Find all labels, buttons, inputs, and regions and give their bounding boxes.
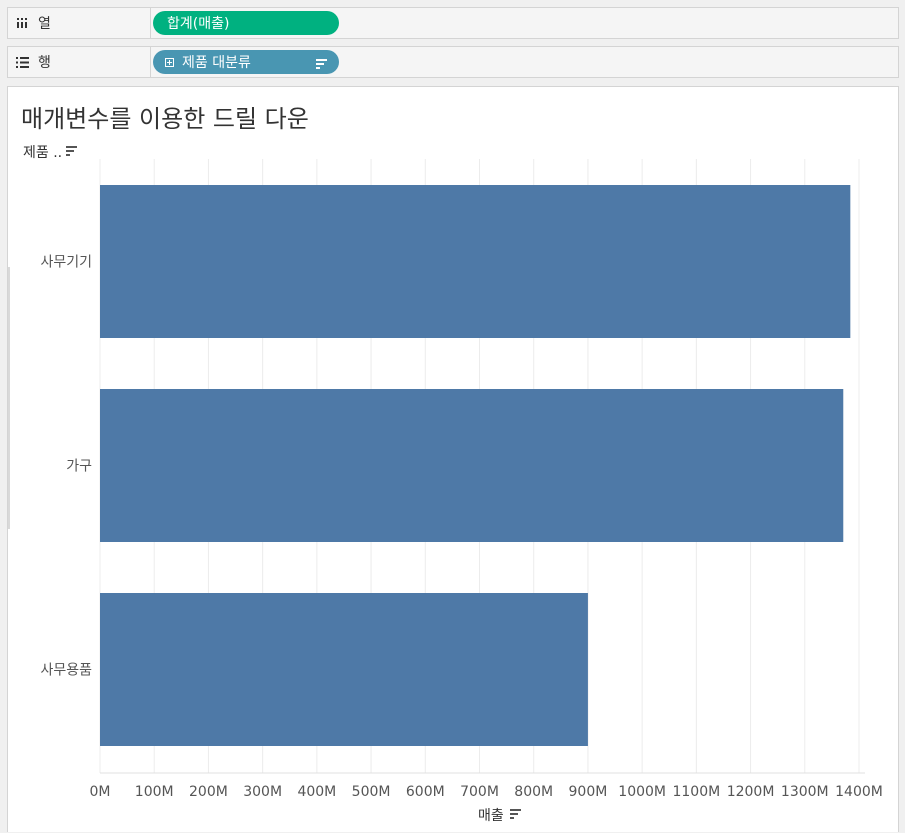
sort-descending-icon[interactable] bbox=[316, 57, 327, 73]
left-edge-divider bbox=[8, 267, 10, 529]
x-tick-label: 400M bbox=[297, 784, 336, 800]
bar-사무용품[interactable] bbox=[100, 593, 588, 746]
x-tick-label: 1200M bbox=[727, 784, 775, 800]
columns-label-text: 열 bbox=[38, 16, 51, 32]
category-label: 가구 bbox=[66, 459, 92, 475]
x-tick-label: 100M bbox=[135, 784, 174, 800]
columns-icon bbox=[16, 17, 30, 29]
columns-shelf[interactable]: 열 합계(매출) bbox=[7, 7, 899, 39]
x-tick-label: 0M bbox=[90, 784, 111, 800]
x-tick-label: 300M bbox=[243, 784, 282, 800]
x-tick-label: 1100M bbox=[672, 784, 720, 800]
x-axis-title[interactable]: 매출 bbox=[478, 805, 521, 825]
x-tick-label: 200M bbox=[189, 784, 228, 800]
x-tick-label: 1000M bbox=[618, 784, 666, 800]
row-header[interactable]: 제품 .. bbox=[23, 142, 78, 162]
bar-사무기기[interactable] bbox=[100, 185, 851, 338]
bar-가구[interactable] bbox=[100, 389, 844, 542]
rows-shelf[interactable]: 행 제품 대분류 bbox=[7, 46, 899, 78]
x-tick-label: 800M bbox=[514, 784, 553, 800]
x-axis-title-text: 매출 bbox=[478, 808, 504, 824]
product-category-pill-text: 제품 대분류 bbox=[182, 55, 251, 71]
rows-icon bbox=[16, 56, 30, 68]
sort-icon[interactable] bbox=[66, 144, 78, 160]
rows-label-text: 행 bbox=[38, 55, 51, 71]
sum-sales-pill[interactable]: 합계(매출) bbox=[153, 11, 339, 35]
columns-shelf-label: 열 bbox=[8, 8, 151, 38]
sort-icon[interactable] bbox=[509, 807, 521, 823]
rows-shelf-label: 행 bbox=[8, 47, 151, 77]
product-category-pill[interactable]: 제품 대분류 bbox=[153, 50, 339, 74]
sheet-title: 매개변수를 이용한 드릴 다운 bbox=[21, 105, 309, 133]
x-tick-label: 1400M bbox=[835, 784, 883, 800]
x-tick-label: 900M bbox=[569, 784, 608, 800]
expand-plus-icon[interactable] bbox=[165, 57, 174, 67]
x-tick-label: 600M bbox=[406, 784, 445, 800]
x-tick-label: 700M bbox=[460, 784, 499, 800]
x-tick-label: 500M bbox=[352, 784, 391, 800]
category-label: 사무용품 bbox=[40, 663, 92, 679]
x-tick-label: 1300M bbox=[781, 784, 829, 800]
category-label: 사무기기 bbox=[40, 255, 92, 271]
row-header-label: 제품 .. bbox=[23, 145, 63, 161]
sum-sales-pill-text: 합계(매출) bbox=[167, 16, 230, 32]
